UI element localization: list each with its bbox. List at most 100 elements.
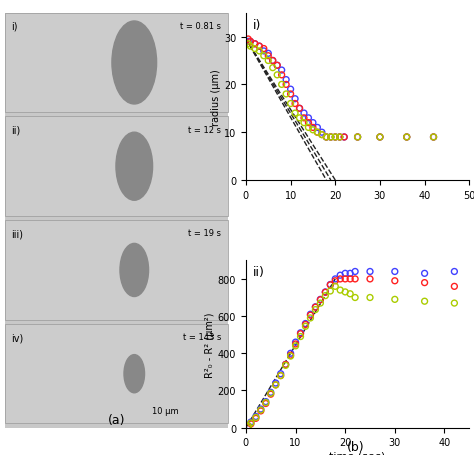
Point xyxy=(336,134,344,142)
Point xyxy=(264,58,272,65)
Point xyxy=(376,134,384,142)
Point xyxy=(307,314,314,322)
Point xyxy=(421,298,428,305)
Point xyxy=(321,288,329,296)
Point xyxy=(272,381,280,389)
Point xyxy=(309,127,317,134)
Point xyxy=(331,283,339,290)
Point xyxy=(322,134,330,142)
Point xyxy=(267,391,274,398)
Point xyxy=(287,101,294,108)
Point xyxy=(451,268,458,276)
Point xyxy=(307,312,314,319)
Point xyxy=(273,62,281,70)
Point xyxy=(366,268,374,276)
Point xyxy=(421,279,428,287)
Point xyxy=(269,58,276,65)
Point xyxy=(260,46,268,53)
Point xyxy=(267,389,274,396)
Point xyxy=(318,129,326,136)
Point xyxy=(245,423,252,430)
Point xyxy=(245,423,252,430)
Point xyxy=(366,294,374,302)
Point xyxy=(351,268,359,276)
Point xyxy=(451,300,458,307)
Point xyxy=(247,420,255,427)
Point xyxy=(354,134,361,142)
Point xyxy=(430,134,438,142)
Point xyxy=(301,320,309,328)
Point xyxy=(264,53,272,60)
Point xyxy=(301,321,309,329)
Point xyxy=(331,278,339,285)
Bar xyxy=(5,14,228,113)
Y-axis label: radius (μm): radius (μm) xyxy=(211,69,221,126)
Point xyxy=(337,287,344,294)
Point xyxy=(322,134,330,142)
Point xyxy=(307,311,314,318)
Point xyxy=(297,329,304,337)
Point xyxy=(277,372,284,379)
Point xyxy=(331,276,339,283)
Point xyxy=(366,276,374,283)
Point xyxy=(262,399,270,406)
Text: i): i) xyxy=(11,22,18,32)
Point xyxy=(269,65,276,72)
Point xyxy=(287,350,294,357)
Point xyxy=(283,81,290,89)
Point xyxy=(327,134,335,142)
Point xyxy=(252,414,260,421)
Point xyxy=(327,134,335,142)
Point xyxy=(391,296,399,303)
Point xyxy=(346,270,354,278)
Point xyxy=(451,283,458,290)
Text: 10 μm: 10 μm xyxy=(152,406,179,415)
Text: t = 19 s: t = 19 s xyxy=(188,229,221,238)
Point xyxy=(430,134,438,142)
Point xyxy=(267,390,274,397)
Point xyxy=(327,281,334,288)
Point xyxy=(305,125,312,132)
Point xyxy=(245,41,252,48)
Point xyxy=(252,413,260,420)
Point xyxy=(287,353,294,360)
Point xyxy=(282,361,290,368)
Point xyxy=(245,422,252,430)
Point xyxy=(317,296,324,303)
Point xyxy=(341,288,349,296)
Point xyxy=(245,39,252,46)
Point xyxy=(291,101,299,108)
Point xyxy=(421,270,428,278)
Point xyxy=(282,361,290,368)
Point xyxy=(296,106,303,113)
Point xyxy=(297,333,304,340)
Point xyxy=(277,370,284,378)
Point xyxy=(337,276,344,283)
Point xyxy=(403,134,410,142)
Point xyxy=(260,53,268,60)
Bar xyxy=(5,324,228,424)
Point xyxy=(247,419,255,426)
Point xyxy=(273,72,281,79)
Point xyxy=(314,129,321,136)
Point xyxy=(246,39,254,46)
Point xyxy=(255,43,263,51)
Point xyxy=(246,39,254,46)
Point xyxy=(273,62,281,70)
Point xyxy=(257,406,264,414)
Y-axis label: R²₀ - R² (μm²): R²₀ - R² (μm²) xyxy=(205,312,215,377)
Text: t = 12 s: t = 12 s xyxy=(188,126,221,134)
Point xyxy=(309,125,317,132)
Text: (b): (b) xyxy=(346,440,365,453)
Point xyxy=(245,36,252,44)
Point xyxy=(317,300,324,307)
Point xyxy=(292,341,300,348)
Point xyxy=(277,372,284,379)
Point xyxy=(336,134,344,142)
Point xyxy=(321,293,329,300)
Point xyxy=(251,46,259,53)
Text: t = 143 s: t = 143 s xyxy=(183,333,221,341)
Point xyxy=(305,120,312,127)
Point xyxy=(283,91,290,98)
Text: t = 0.81 s: t = 0.81 s xyxy=(181,22,221,31)
